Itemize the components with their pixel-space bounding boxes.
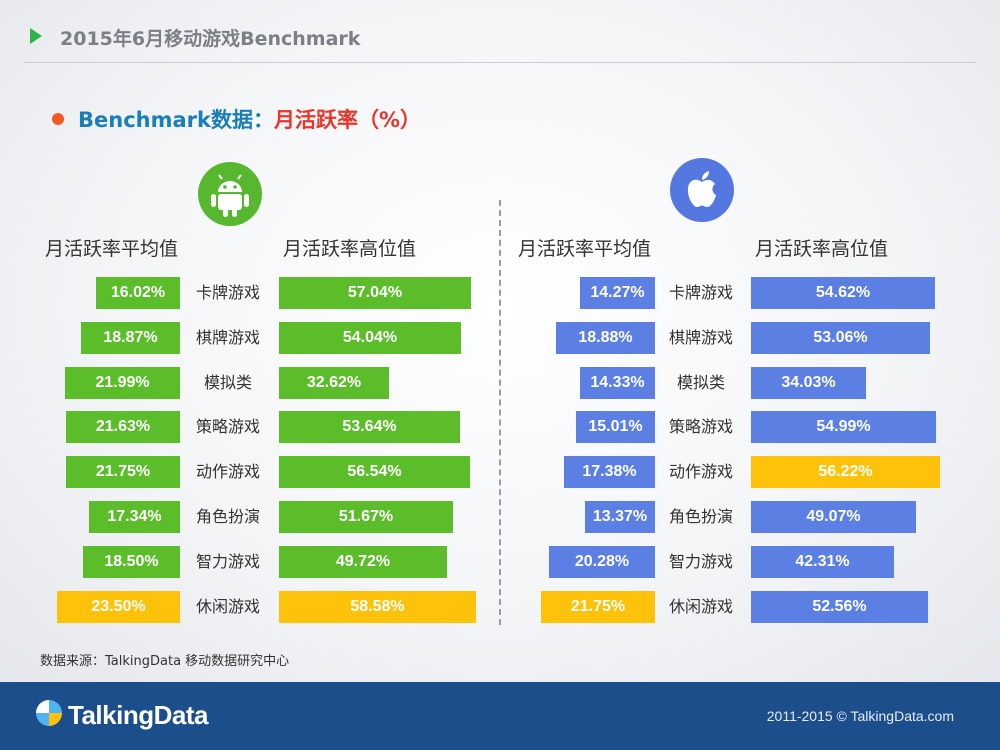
android-average-header: 月活跃率平均值 <box>45 238 179 260</box>
android-high-bar: 49.72% <box>279 546 447 578</box>
android-category-label: 模拟类 <box>203 373 252 392</box>
ios-category-label: 角色扮演 <box>668 507 733 526</box>
ios-high-bar: 52.56% <box>751 591 928 623</box>
footer-copyright: 2011-2015 © TalkingData.com <box>766 708 954 724</box>
ios-high-bar: 34.03% <box>751 367 866 399</box>
chart-subtitle: Benchmark数据：月活跃率（%） <box>78 104 421 134</box>
android-category-label: 休闲游戏 <box>195 597 260 616</box>
android-average-bar: 18.50% <box>83 546 180 578</box>
ios-high-header: 月活跃率高位值 <box>755 238 889 260</box>
android-high-bar: 57.04% <box>279 277 471 309</box>
android-average-bar: 18.87% <box>81 322 180 354</box>
android-category-label: 策略游戏 <box>195 417 260 436</box>
ios-category-label: 智力游戏 <box>668 552 733 571</box>
ios-high-bar: 42.31% <box>751 546 894 578</box>
ios-average-bar: 15.01% <box>576 411 655 443</box>
android-category-label: 棋牌游戏 <box>195 328 260 347</box>
android-high-bar: 51.67% <box>279 501 453 533</box>
android-high-header: 月活跃率高位值 <box>283 238 417 260</box>
ios-high-bar: 53.06% <box>751 322 930 354</box>
android-average-bar: 21.63% <box>66 411 180 443</box>
footer-logo-text: TalkingData <box>68 700 208 730</box>
android-category-label: 智力游戏 <box>195 552 260 571</box>
android-high-bar: 56.54% <box>279 456 470 488</box>
ios-average-bar: 17.38% <box>564 456 655 488</box>
footer-bar: TalkingData 2011-2015 © TalkingData.com <box>0 682 1000 750</box>
android-average-bar: 23.50% <box>57 591 180 623</box>
android-high-bar: 32.62% <box>279 367 389 399</box>
talkingdata-logo-icon <box>36 700 62 726</box>
android-high-bar: 58.58% <box>279 591 476 623</box>
ios-average-header: 月活跃率平均值 <box>518 238 652 260</box>
android-average-bar: 21.99% <box>65 367 180 399</box>
subtitle-part-benchmark: Benchmark数据： <box>78 108 274 132</box>
ios-category-label: 策略游戏 <box>668 417 733 436</box>
ios-average-bar: 13.37% <box>585 501 655 533</box>
android-average-bar: 21.75% <box>66 456 180 488</box>
data-source-note: 数据来源：TalkingData 移动数据研究中心 <box>40 654 290 669</box>
subtitle-part-metric: 月活跃率（%） <box>273 108 422 132</box>
android-high-bar: 53.64% <box>279 411 460 443</box>
page-title: 2015年6月移动游戏Benchmark <box>60 28 361 50</box>
android-logo-icon <box>198 162 262 226</box>
ios-average-bar: 21.75% <box>541 591 655 623</box>
ios-average-bar: 20.28% <box>549 546 655 578</box>
bullet-dot-icon <box>52 113 64 125</box>
ios-average-bar: 18.88% <box>556 322 655 354</box>
android-high-bar: 54.04% <box>279 322 461 354</box>
ios-average-bar: 14.27% <box>580 277 655 309</box>
android-category-label: 卡牌游戏 <box>195 283 260 302</box>
ios-average-bar: 14.33% <box>580 367 655 399</box>
ios-high-bar: 54.99% <box>751 411 936 443</box>
ios-category-label: 休闲游戏 <box>668 597 733 616</box>
ios-category-label: 模拟类 <box>676 373 725 392</box>
android-category-label: 角色扮演 <box>195 507 260 526</box>
ios-category-label: 卡牌游戏 <box>668 283 733 302</box>
ios-category-label: 动作游戏 <box>668 462 733 481</box>
header-divider <box>24 62 976 63</box>
ios-high-bar: 54.62% <box>751 277 935 309</box>
ios-high-bar: 56.22% <box>751 456 940 488</box>
android-category-label: 动作游戏 <box>195 462 260 481</box>
apple-logo-icon <box>670 158 734 222</box>
platform-divider <box>499 200 501 625</box>
ios-high-bar: 49.07% <box>751 501 916 533</box>
android-average-bar: 16.02% <box>96 277 180 309</box>
android-average-bar: 17.34% <box>89 501 180 533</box>
header-arrow-icon <box>30 28 42 44</box>
ios-category-label: 棋牌游戏 <box>668 328 733 347</box>
